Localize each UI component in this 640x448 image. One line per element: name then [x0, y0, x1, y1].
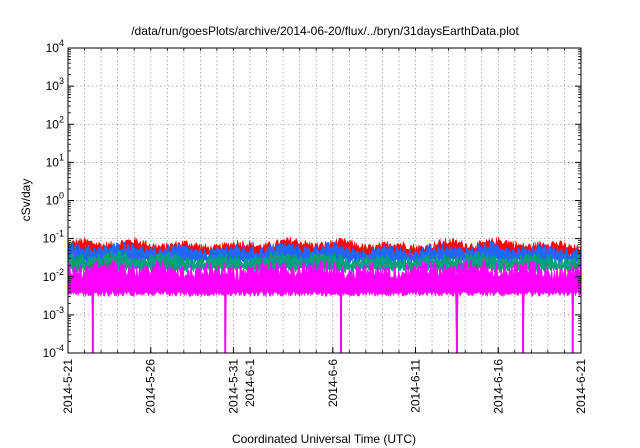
y-tick-exponent: -1	[56, 229, 64, 239]
y-tick-base: 10	[46, 194, 60, 208]
x-tick-label: 2014-5-26	[144, 359, 158, 414]
y-tick-exponent: 0	[59, 191, 64, 201]
y-tick-label: 104	[46, 38, 64, 55]
y-tick-label: 10-4	[43, 343, 64, 360]
y-tick-exponent: -3	[56, 305, 64, 315]
y-tick-base: 10	[46, 79, 60, 93]
y-tick-label: 101	[46, 152, 64, 169]
y-tick-base: 10	[46, 117, 60, 131]
y-tick-label: 103	[46, 76, 64, 93]
y-tick-exponent: 3	[59, 76, 64, 86]
y-tick-label: 10-2	[43, 267, 64, 284]
y-tick-exponent: 1	[59, 152, 64, 162]
y-tick-exponent: 4	[59, 38, 64, 48]
x-tick-label: 2014-6-6	[326, 359, 340, 407]
chart-title: /data/run/goesPlots/archive/2014-06-20/f…	[131, 24, 519, 38]
y-tick-base: 10	[43, 270, 57, 284]
series-band	[67, 258, 582, 354]
x-tick-label: 2014-5-31	[226, 359, 240, 414]
x-axis-label: Coordinated Universal Time (UTC)	[232, 432, 416, 446]
y-tick-label: 10-3	[43, 305, 64, 322]
y-axis-label: cSv/day	[19, 179, 33, 222]
x-tick-label: 2014-6-21	[574, 359, 588, 414]
y-tick-exponent: -4	[56, 343, 64, 353]
grid	[68, 48, 581, 353]
y-tick-base: 10	[46, 155, 60, 169]
y-tick-base: 10	[46, 41, 60, 55]
y-tick-exponent: 2	[59, 114, 64, 124]
x-tick-label: 2014-6-11	[409, 359, 423, 413]
y-tick-base: 10	[43, 232, 57, 246]
x-axis: 2014-5-21 2014-5-26 2014-5-31 2014-6-1 2014-…	[61, 48, 588, 414]
x-tick-label: 2014-6-16	[491, 359, 505, 414]
y-tick-label: 100	[46, 191, 64, 208]
y-tick-base: 10	[43, 346, 57, 360]
y-tick-exponent: -2	[56, 267, 64, 277]
y-tick-label: 10-1	[43, 229, 64, 246]
x-tick-label: 2014-5-21	[61, 359, 75, 414]
y-tick-base: 10	[43, 308, 57, 322]
series-layer	[67, 236, 582, 354]
y-tick-label: 102	[46, 114, 64, 131]
x-tick-label: 2014-6-1	[243, 359, 257, 407]
